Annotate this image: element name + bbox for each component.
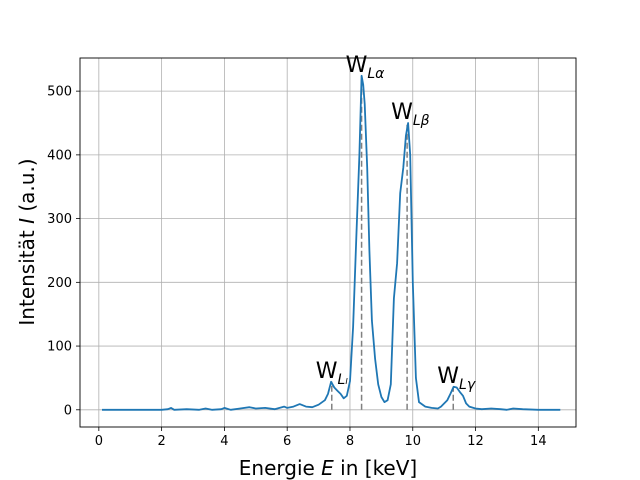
spectrum-line xyxy=(102,74,561,411)
y-ticks: 0 100 200 300 400 500 xyxy=(47,85,80,418)
x-tick-label: 14 xyxy=(530,434,547,449)
x-tick-label: 2 xyxy=(157,434,165,449)
y-tick-label: 100 xyxy=(47,340,72,355)
peak-label: WLγ xyxy=(437,364,476,393)
plot-area xyxy=(80,58,576,427)
y-axis-label: Intensität I (a.u.) xyxy=(15,158,39,325)
peak-label: WLα xyxy=(346,53,386,82)
x-tick-label: 12 xyxy=(467,434,484,449)
x-tick-label: 6 xyxy=(283,434,291,449)
x-tick-label: 0 xyxy=(95,434,103,449)
x-tick-label: 10 xyxy=(404,434,421,449)
grid xyxy=(80,58,576,427)
x-ticks: 0 2 4 6 8 10 12 14 xyxy=(95,427,547,449)
x-tick-label: 8 xyxy=(346,434,354,449)
plot-frame xyxy=(79,57,577,428)
peak-label: WLₗ xyxy=(316,359,349,388)
y-tick-label: 500 xyxy=(47,85,72,100)
x-axis-label: Energie E in [keV] xyxy=(239,456,417,480)
y-tick-label: 400 xyxy=(47,148,72,163)
x-tick-label: 4 xyxy=(220,434,228,449)
peak-label: WLβ xyxy=(391,100,430,129)
y-tick-label: 0 xyxy=(64,403,72,418)
y-tick-label: 200 xyxy=(47,276,72,291)
marker-lines xyxy=(331,75,455,410)
y-tick-label: 300 xyxy=(47,212,72,227)
